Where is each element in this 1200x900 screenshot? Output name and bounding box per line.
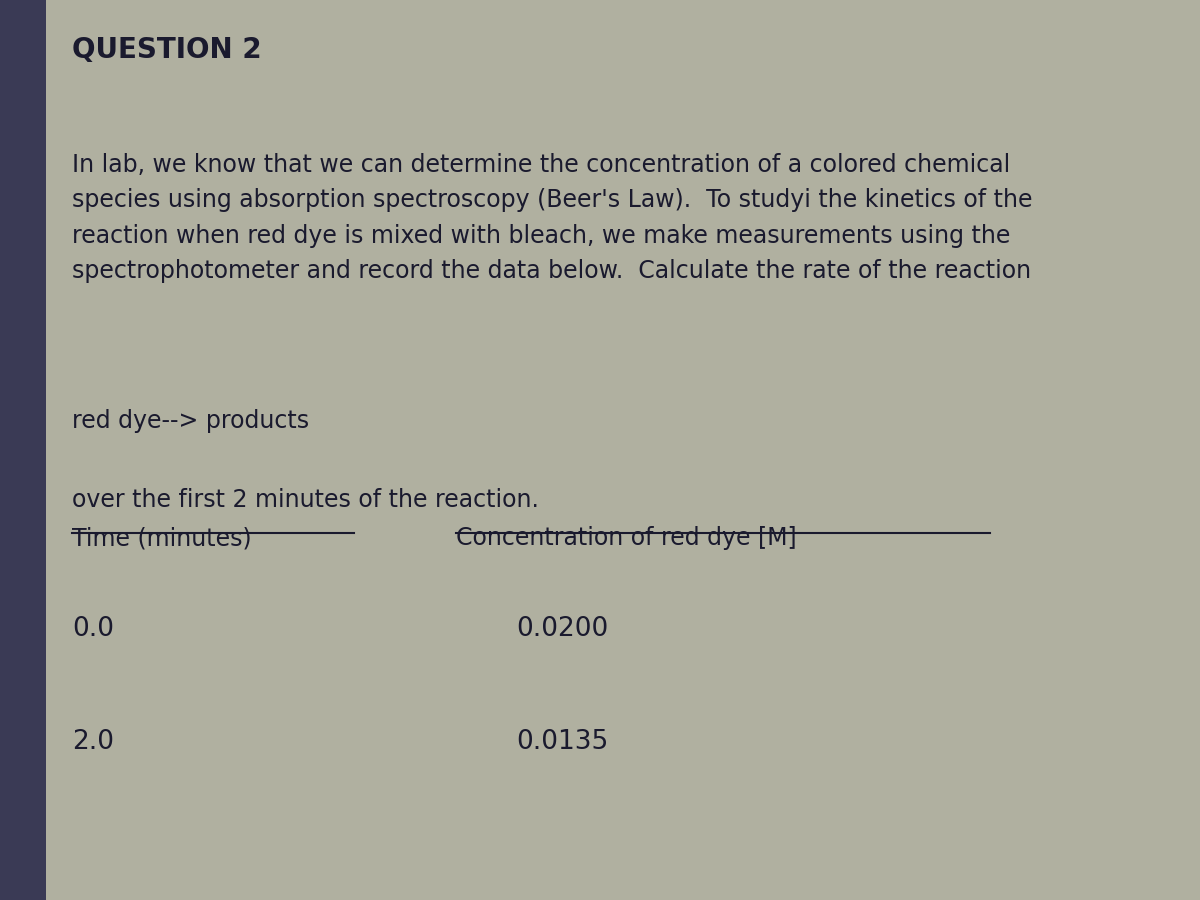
Text: 0.0135: 0.0135 — [516, 729, 608, 755]
Text: 0.0200: 0.0200 — [516, 616, 608, 643]
Text: QUESTION 2: QUESTION 2 — [72, 36, 262, 64]
Text: 0.0: 0.0 — [72, 616, 114, 643]
Text: red dye--> products: red dye--> products — [72, 410, 310, 434]
Text: Concentration of red dye [M]: Concentration of red dye [M] — [456, 526, 797, 551]
Text: Time (minutes): Time (minutes) — [72, 526, 252, 551]
Text: 2.0: 2.0 — [72, 729, 114, 755]
Text: In lab, we know that we can determine the concentration of a colored chemical
sp: In lab, we know that we can determine th… — [72, 153, 1032, 284]
Text: over the first 2 minutes of the reaction.: over the first 2 minutes of the reaction… — [72, 488, 539, 512]
